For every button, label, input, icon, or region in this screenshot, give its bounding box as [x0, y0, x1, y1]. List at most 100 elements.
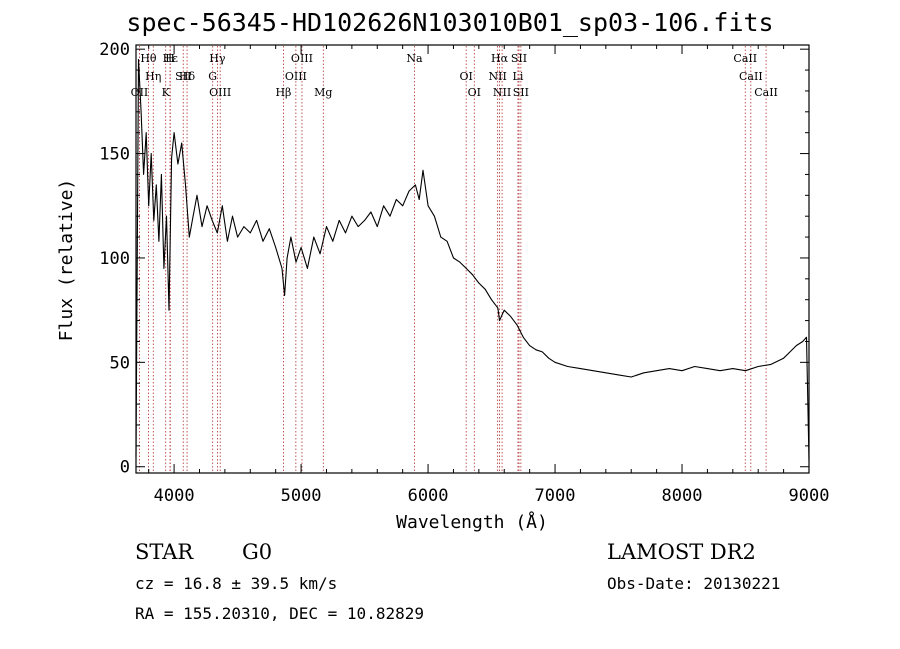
data-point: [216, 232, 218, 234]
data-point: [418, 199, 420, 200]
y-tick-label: 150: [99, 145, 130, 165]
marker-label: K: [162, 86, 171, 99]
x-axis-label: Wavelength (Å): [396, 511, 548, 533]
data-point: [522, 336, 524, 338]
y-axis-label: Flux (relative): [56, 179, 77, 342]
data-point: [383, 205, 384, 207]
data-point: [338, 220, 340, 221]
data-point: [453, 257, 454, 259]
spectrum-line: [135, 59, 810, 461]
data-point: [806, 336, 807, 338]
data-point: [138, 59, 139, 60]
observation-date: Obs-Date: 20130221: [607, 574, 781, 593]
survey-name: LAMOST DR2: [607, 540, 756, 564]
data-point: [284, 295, 285, 296]
marker-label: NII: [488, 70, 506, 83]
marker-label: OIII: [209, 86, 231, 99]
data-point: [249, 232, 251, 234]
data-point: [497, 307, 499, 309]
data-point: [196, 194, 198, 196]
data-point: [295, 261, 297, 263]
data-point: [185, 184, 186, 186]
data-point: [694, 366, 696, 367]
data-point: [166, 215, 167, 217]
line-markers: [139, 46, 767, 472]
x-tick-label: 4000: [154, 486, 195, 506]
data-point: [177, 163, 179, 165]
data-point: [783, 357, 784, 359]
data-point: [232, 215, 233, 217]
data-point: [158, 240, 160, 242]
data-point: [155, 184, 157, 186]
data-point: [707, 368, 708, 369]
data-point: [757, 366, 759, 367]
axis-ticks: 4000 5000 6000 7000 8000 9000 0 50 100 150 200: [99, 40, 829, 506]
data-point: [478, 282, 480, 284]
data-point: [161, 174, 162, 175]
data-point: [770, 364, 772, 365]
data-point: [275, 247, 277, 248]
data-point: [656, 370, 657, 372]
data-point: [567, 366, 569, 367]
marker-label: OI: [459, 70, 472, 83]
marker-label: Hγ: [209, 52, 226, 65]
marker-label: SII: [513, 86, 529, 99]
y-tick-label: 200: [99, 40, 130, 60]
data-point: [163, 268, 165, 269]
data-point: [535, 349, 537, 351]
data-point: [472, 274, 473, 276]
data-point: [719, 370, 721, 372]
data-point: [268, 228, 270, 230]
data-point: [148, 205, 150, 207]
data-point: [789, 351, 791, 353]
x-tick-label: 8000: [662, 486, 703, 506]
marker-label: Hε: [163, 52, 179, 65]
data-point: [319, 253, 321, 255]
data-point: [140, 111, 142, 113]
data-point: [484, 288, 486, 290]
marker-label: Hβ: [275, 86, 291, 99]
data-point: [370, 211, 372, 213]
data-point: [364, 220, 365, 221]
marker-label: OIII: [291, 52, 313, 65]
marker-label: Hη: [145, 70, 161, 83]
data-point: [668, 368, 670, 369]
marker-label: OII: [131, 86, 149, 99]
data-point: [171, 157, 173, 159]
data-point: [415, 184, 416, 186]
data-point: [227, 240, 228, 242]
data-point: [313, 236, 315, 238]
data-point: [281, 268, 283, 269]
data-point: [256, 220, 257, 221]
plot-frame: [135, 44, 810, 474]
data-point: [732, 368, 734, 369]
data-point: [332, 240, 334, 242]
x-tick-label: 5000: [281, 486, 322, 506]
marker-label: Mg: [314, 86, 332, 99]
y-tick-label: 100: [99, 249, 130, 269]
data-point: [192, 215, 194, 217]
marker-label: Hδ: [179, 70, 196, 83]
data-point: [446, 240, 448, 242]
marker-label: SII: [511, 52, 527, 65]
x-tick-label: 7000: [535, 486, 576, 506]
marker-label: SII: [175, 70, 191, 83]
series-layer: [135, 59, 810, 461]
data-point: [307, 268, 308, 269]
marker-label: CaII: [739, 70, 763, 83]
data-point: [427, 205, 429, 207]
marker-label: Hα: [491, 52, 509, 65]
y-tick-label: 50: [110, 353, 130, 373]
data-point: [592, 370, 594, 372]
data-point: [440, 236, 442, 238]
marker-label: Hθ: [140, 52, 157, 65]
data-point: [459, 261, 461, 263]
data-point: [802, 341, 804, 342]
data-point: [580, 368, 581, 369]
data-point: [605, 372, 607, 374]
data-point: [153, 220, 155, 221]
marker-label: CaII: [733, 52, 757, 65]
marker-label: NII: [493, 86, 511, 99]
data-point: [351, 215, 353, 217]
